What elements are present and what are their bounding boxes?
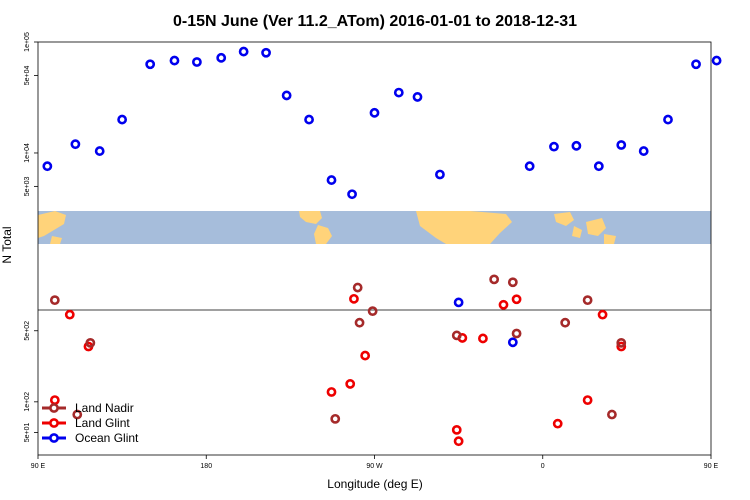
x-axis-ticks: 90 E 180 90 W 0 90 E: [31, 455, 719, 470]
x-tick-label: 90 E: [704, 463, 719, 470]
y-tick-label: 1e+05: [24, 32, 31, 52]
ocean-glint-point: [326, 175, 337, 185]
land-glint-point: [326, 387, 337, 397]
legend-label-ocean-glint: Ocean Glint: [75, 431, 139, 445]
land-glint-point: [360, 350, 371, 361]
ocean-glint-point: [691, 59, 701, 70]
chart-title: 0-15N June (Ver 11.2_ATom) 2016-01-01 to…: [173, 13, 577, 30]
land-nadir-point: [330, 413, 341, 424]
ocean-glint-point: [571, 140, 582, 151]
map-land-8: [604, 234, 616, 244]
y-tick-label: 1e+04: [24, 143, 31, 163]
legend-marker-ocean-glint: [49, 433, 59, 443]
map-land-6: [572, 226, 582, 238]
land-nadir-point: [507, 277, 518, 288]
y-tick-label: 5e+03: [24, 176, 31, 196]
x-tick-label: 90 W: [366, 463, 383, 470]
ocean-glint-point: [663, 114, 673, 125]
ocean-glint-point: [369, 107, 380, 118]
ocean-glint-point: [638, 146, 649, 156]
land-nadir-point: [367, 306, 378, 317]
ocean-glint-point: [70, 139, 81, 150]
map-land-0: [38, 211, 66, 238]
ocean-glint-point: [347, 189, 357, 200]
ocean-glint-point: [711, 55, 722, 66]
land-nadir-point: [560, 317, 571, 328]
map-land-5: [554, 212, 574, 226]
ocean-glint-point: [145, 59, 156, 70]
ocean-glint-point: [304, 114, 314, 125]
world-map-strip: [38, 211, 711, 244]
legend-label-land-nadir: Land Nadir: [75, 401, 134, 415]
ocean-glint-point: [412, 92, 423, 102]
land-nadir-point: [582, 295, 593, 306]
land-glint-point: [64, 309, 75, 320]
y-tick-label: 5e+02: [24, 321, 31, 341]
land-glint-point: [498, 299, 509, 310]
legend-marker-land-glint: [49, 418, 59, 428]
land-nadir-point: [511, 328, 522, 339]
ocean-glint-point: [281, 90, 292, 101]
ocean-glint-point: [453, 297, 464, 308]
map-land-7: [586, 218, 606, 236]
land-nadir-point: [85, 337, 96, 348]
y-tick-label: 5e+04: [24, 65, 31, 85]
ocean-glint-point: [593, 161, 604, 172]
x-tick-label: 0: [541, 463, 545, 470]
land-glint-point: [349, 293, 359, 304]
y-tick-label: 1e+02: [24, 392, 31, 412]
ocean-glint-point: [42, 161, 53, 172]
land-glint-point: [597, 309, 608, 320]
map-land-1: [50, 236, 62, 244]
land-glint-point: [511, 294, 522, 305]
data-points: [42, 46, 722, 447]
ocean-glint-point: [261, 47, 271, 58]
ocean-glint-point: [549, 141, 559, 152]
x-tick-label: 180: [200, 463, 212, 470]
land-nadir-point: [616, 337, 627, 348]
ocean-glint-point: [507, 337, 518, 348]
ocean-glint-point: [94, 146, 105, 156]
map-land-4: [416, 211, 512, 244]
y-tick-label: 5e+01: [24, 423, 31, 443]
land-glint-point: [451, 424, 462, 435]
x-axis-label: Longitude (deg E): [327, 477, 422, 491]
land-glint-point: [453, 436, 464, 447]
ocean-glint-point: [117, 114, 128, 125]
ocean-glint-point: [524, 161, 535, 172]
ocean-glint-point: [435, 169, 445, 180]
map-land-3: [314, 225, 332, 244]
plot-frame: [37, 41, 712, 456]
land-glint-point: [552, 418, 563, 429]
ocean-glint-point: [169, 55, 180, 66]
y-axis-label: N Total: [0, 226, 14, 263]
land-nadir-point: [49, 295, 60, 306]
ocean-glint-point: [393, 87, 404, 98]
map-land-2: [299, 211, 322, 224]
land-nadir-point: [451, 330, 462, 341]
land-nadir-point: [352, 282, 363, 293]
land-nadir-point: [489, 274, 500, 285]
land-glint-point: [582, 395, 593, 405]
ocean-glint-point: [616, 140, 627, 150]
land-glint-point: [478, 333, 488, 344]
plot-border: [37, 41, 712, 456]
ocean-glint-point: [192, 57, 202, 67]
land-nadir-point: [607, 409, 617, 420]
legend-label-land-glint: Land Glint: [75, 416, 130, 430]
ocean-glint-point: [238, 46, 249, 57]
land-glint-point: [345, 379, 356, 389]
land-nadir-point: [354, 317, 365, 328]
x-tick-label: 90 E: [31, 463, 46, 470]
land-glint-point: [49, 395, 60, 405]
land-nadir-point: [72, 409, 83, 420]
land-glint-point: [616, 341, 627, 352]
y-axis-ticks: 5e+03 1e+04 5e+04 1e+05 5e+01 1e+02 5e+02: [24, 32, 38, 442]
ocean-glint-point: [216, 52, 227, 63]
legend-marker-land-nadir: [49, 403, 59, 413]
